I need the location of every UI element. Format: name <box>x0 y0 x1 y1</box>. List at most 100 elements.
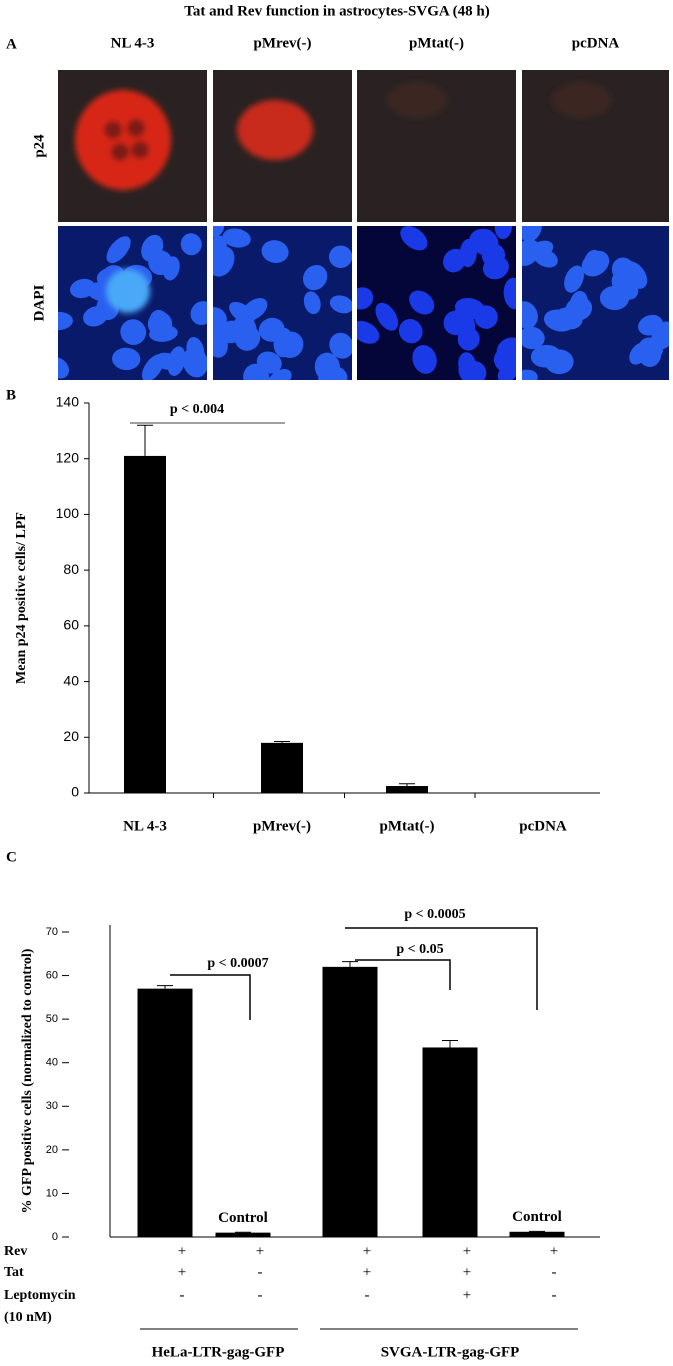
y-tick-label: 40 <box>63 672 79 688</box>
nucleus <box>213 307 227 332</box>
condition-value: + <box>550 1243 558 1259</box>
condition-value: + <box>256 1243 264 1259</box>
x-tick-label: pcDNA <box>519 818 567 834</box>
nucleus <box>443 248 466 273</box>
y-tick-label: 140 <box>56 394 80 410</box>
group-label: SVGA-LTR-gag-GFP <box>381 1344 520 1360</box>
nucleus <box>357 321 380 344</box>
error-bar <box>157 985 173 989</box>
significance-label: p < 0.0007 <box>207 956 268 971</box>
nucleus <box>527 240 554 260</box>
panel-label: B <box>6 387 16 403</box>
condition-value: + <box>363 1243 371 1259</box>
nucleus <box>409 290 435 315</box>
y-tick-label: 50 <box>46 1013 58 1025</box>
y-tick-label: 0 <box>52 1231 58 1243</box>
nucleus <box>457 327 480 351</box>
nucleus <box>190 301 207 326</box>
bar <box>124 455 166 793</box>
nucleus <box>314 352 340 380</box>
nucleus <box>261 240 289 263</box>
column-label: pMrev(-) <box>253 35 311 51</box>
column-label: pcDNA <box>572 35 620 51</box>
bar <box>261 742 303 793</box>
significance-label: p < 0.004 <box>170 402 224 417</box>
bar-label: Control <box>218 1210 268 1226</box>
nucleus <box>611 257 636 283</box>
condition-value: + <box>178 1243 186 1259</box>
significance-label: p < 0.0005 <box>404 907 465 922</box>
nuclei <box>58 233 207 380</box>
error-bar <box>137 424 153 456</box>
nucleus <box>303 291 321 315</box>
nuclei <box>522 226 669 380</box>
significance-bracket <box>345 927 538 1010</box>
nucleus <box>638 314 664 336</box>
significance-bracket <box>355 959 451 990</box>
nucleus <box>112 347 141 371</box>
y-tick-label: 120 <box>56 449 80 465</box>
significance-label: p < 0.05 <box>396 942 443 957</box>
condition-value: - <box>552 1264 557 1280</box>
condition-name: Leptomycin <box>4 1288 76 1303</box>
condition-value: - <box>180 1287 185 1303</box>
nucleus <box>481 243 506 268</box>
nucleus <box>222 228 251 248</box>
nucleus <box>231 316 251 344</box>
nucleus <box>58 357 70 379</box>
nucleus <box>83 306 108 327</box>
nucleus <box>522 326 545 350</box>
condition-value: + <box>363 1264 371 1280</box>
nuclei <box>357 226 516 380</box>
condition-unit: (10 nM) <box>4 1310 52 1325</box>
y-tick-label: 40 <box>46 1057 58 1069</box>
nucleus <box>328 245 352 268</box>
x-tick-label: NL 4-3 <box>123 818 167 834</box>
panel-label: C <box>6 849 17 865</box>
nuclei <box>213 226 352 380</box>
panel-label: A <box>6 36 17 52</box>
nucleus <box>522 226 542 242</box>
row-label: DAPI <box>31 285 47 322</box>
bar <box>386 786 428 793</box>
condition-value: - <box>552 1287 557 1303</box>
nucleus <box>357 287 374 310</box>
error-bar <box>399 783 415 787</box>
condition-value: + <box>463 1264 471 1280</box>
nucleus <box>104 121 122 139</box>
nucleus <box>58 311 73 331</box>
y-axis-label: Mean p24 positive cells/ LPF <box>14 512 29 684</box>
nucleus <box>329 295 352 314</box>
nucleus <box>443 310 468 336</box>
nucleus <box>243 363 270 380</box>
nucleus <box>180 233 202 256</box>
x-tick-label: pMtat(-) <box>380 818 435 834</box>
nucleus <box>474 305 498 329</box>
nucleus <box>503 277 516 310</box>
row-label: p24 <box>31 134 47 158</box>
error-bar <box>342 961 358 967</box>
nucleus <box>167 346 186 376</box>
y-tick-label: 100 <box>56 505 80 521</box>
nucleus <box>127 119 145 137</box>
bar <box>422 1047 478 1237</box>
nucleus <box>329 332 352 359</box>
nucleus <box>213 226 225 238</box>
significance-bracket <box>170 974 251 1020</box>
nucleus <box>182 347 207 378</box>
nucleus <box>106 236 131 264</box>
y-tick-label: 0 <box>71 784 79 800</box>
nucleus <box>375 302 399 331</box>
cell <box>552 82 612 118</box>
nucleus <box>70 278 96 299</box>
nucleus <box>213 246 235 277</box>
condition-name: Tat <box>4 1265 24 1280</box>
nucleus <box>302 264 328 291</box>
nucleus <box>149 309 172 341</box>
y-axis-label: % GFP positive cells (normalized to cont… <box>20 948 35 1213</box>
cells <box>552 82 612 118</box>
group-label: HeLa-LTR-gag-GFP <box>152 1344 285 1360</box>
bar <box>137 988 193 1237</box>
column-label: pMtat(-) <box>409 35 464 51</box>
bar <box>322 966 378 1237</box>
